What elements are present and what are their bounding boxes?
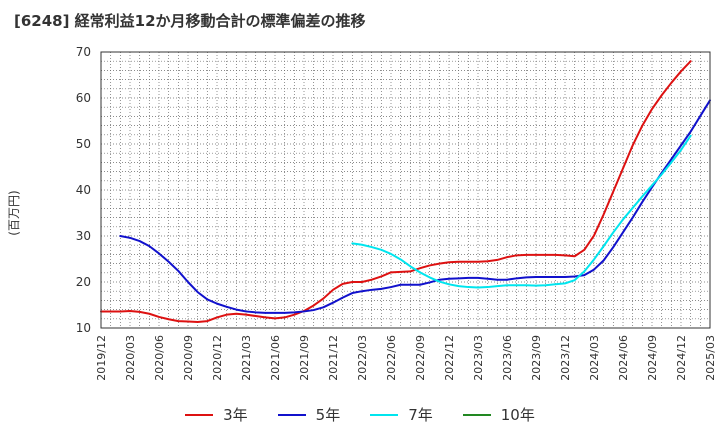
legend-item: 5年 — [277, 404, 341, 425]
y-tick-label: 10 — [76, 321, 91, 335]
legend-swatch — [185, 413, 214, 416]
grid-layer — [101, 52, 710, 328]
series-line-5年 — [119, 99, 711, 314]
x-tick-label: 2022/03 — [356, 335, 369, 381]
legend-label: 3年 — [223, 406, 248, 424]
x-tick-label: 2021/03 — [240, 335, 253, 381]
y-tick-label: 20 — [76, 275, 91, 289]
y-axis-title: (百万円) — [7, 190, 21, 235]
x-tick-label: 2019/12 — [95, 335, 108, 381]
legend: 3年 5年 7年 10年 — [0, 404, 720, 425]
x-tick-label: 2024/09 — [646, 335, 659, 381]
legend-item: 3年 — [185, 404, 248, 425]
x-tick-label: 2025/03 — [704, 335, 717, 381]
legend-label: 5年 — [315, 406, 341, 424]
x-tick-label: 2020/12 — [211, 335, 224, 381]
series-line-3年 — [100, 60, 692, 324]
series-line-7年 — [351, 134, 692, 289]
plot-frame — [100, 51, 711, 329]
x-tick-label: 2023/12 — [559, 335, 572, 381]
x-tick-label: 2024/03 — [588, 335, 601, 381]
x-tick-label: 2024/06 — [617, 335, 630, 381]
x-tick-label: 2020/06 — [153, 335, 166, 381]
x-tick-label: 2022/12 — [443, 335, 456, 381]
legend-swatch — [462, 413, 491, 416]
x-tick-label: 2021/06 — [269, 335, 282, 381]
legend-swatch — [277, 413, 306, 416]
x-tick-label: 2020/03 — [124, 335, 137, 381]
x-tick-label: 2021/12 — [327, 335, 340, 381]
x-tick-label: 2021/09 — [298, 335, 311, 381]
x-tick-label: 2023/06 — [501, 335, 514, 381]
axis-layer: 10 20 30 40 50 60 70 2019/12 2020/03 2020/06 2020/… — [76, 45, 717, 381]
x-tick-label: 2024/12 — [675, 335, 688, 381]
x-tick-label: 2020/09 — [182, 335, 195, 381]
y-tick-label: 60 — [76, 91, 91, 105]
legend-item: 7年 — [370, 404, 433, 425]
x-tick-label: 2022/06 — [385, 335, 398, 381]
series-layer — [100, 60, 711, 324]
y-tick-label: 40 — [76, 183, 91, 197]
legend-label: 10年 — [500, 406, 535, 424]
y-tick-label: 70 — [76, 45, 91, 59]
legend-swatch — [370, 413, 399, 416]
chart-title: [6248] 経常利益12か月移動合計の標準偏差の推移 — [14, 12, 366, 30]
legend-label: 7年 — [408, 406, 433, 424]
y-tick-label: 50 — [76, 137, 91, 151]
legend-item: 10年 — [462, 404, 535, 425]
x-tick-label: 2023/03 — [472, 335, 485, 381]
x-tick-label: 2023/09 — [530, 335, 543, 381]
x-tick-label: 2022/09 — [414, 335, 427, 381]
y-tick-label: 30 — [76, 229, 91, 243]
